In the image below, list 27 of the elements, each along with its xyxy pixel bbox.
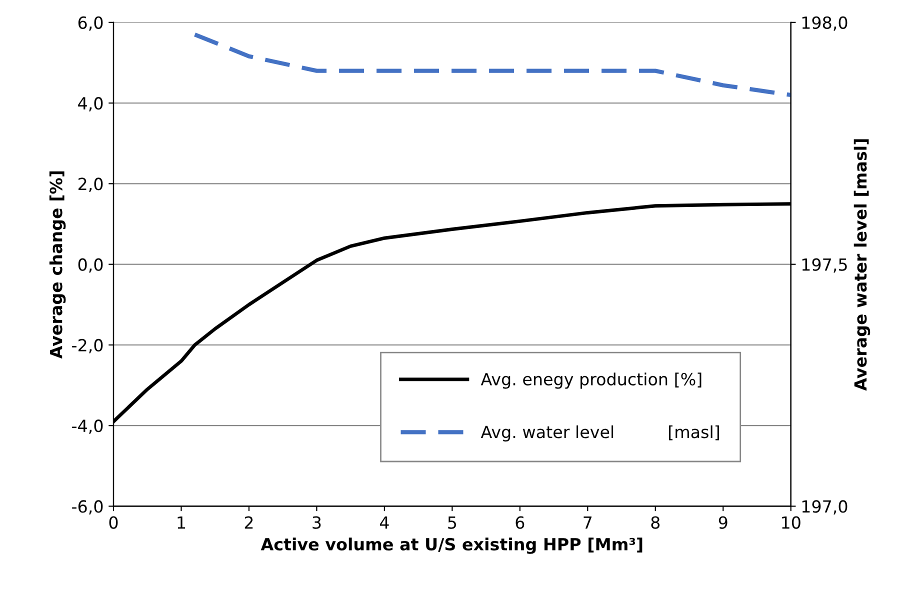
y-tick-label: 6,0	[78, 16, 103, 31]
y-tick-label: 2,0	[78, 178, 103, 192]
y2-tick-label: 197,5	[802, 258, 847, 273]
x-tick-label: 6	[516, 516, 524, 529]
line-series	[192, 32, 791, 98]
y-tick-label: 4,0	[78, 97, 103, 112]
y-tick-label: -6,0	[72, 500, 103, 514]
x-tick-label: 10	[782, 516, 800, 529]
x-tick-label: 2	[244, 516, 253, 529]
y-tick-label: -2,0	[72, 338, 103, 354]
y-axis-title: Average change [%]	[49, 171, 66, 359]
x-tick-label: 4	[380, 516, 389, 529]
x-tick-label: 9	[718, 516, 728, 529]
y-tick-label: -4,0	[72, 420, 103, 434]
x-tick-label: 1	[178, 516, 185, 529]
x-axis-title: Active volume at U/S existing HPP [Mm³]	[260, 538, 642, 554]
x-tick-label: 8	[651, 516, 660, 529]
y2-axis-title: Average water level [masl]	[854, 139, 870, 391]
y-tick-label: 0,0	[78, 258, 103, 273]
y2-tick-label: 198,0	[802, 16, 848, 31]
x-tick-label: 3	[312, 516, 321, 529]
x-tick-label: 7	[584, 516, 592, 529]
legend-label: Avg. enegy production [%]	[480, 372, 702, 389]
y2-tick-label: 197,0	[802, 500, 848, 514]
legend-label: Avg. water level [masl]	[480, 425, 719, 442]
x-tick-label: 5	[448, 516, 456, 529]
x-tick-label: 0	[109, 516, 118, 529]
